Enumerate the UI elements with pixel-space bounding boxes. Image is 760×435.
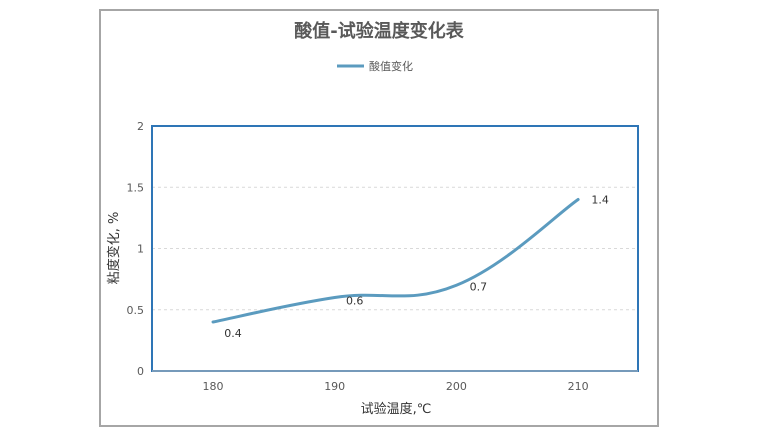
series-line — [211, 198, 580, 324]
y-tick-label: 1 — [137, 243, 144, 256]
data-label: 1.4 — [591, 194, 609, 207]
gridlines — [152, 186, 638, 311]
y-tick-label: 0 — [137, 365, 144, 378]
data-label: 0.4 — [224, 327, 242, 340]
data-label: 0.7 — [470, 280, 488, 293]
y-axis-ticks: 0 0.5 1 1.5 2 — [127, 120, 145, 378]
y-tick-label: 1.5 — [127, 181, 145, 194]
x-tick-label: 180 — [203, 380, 224, 393]
legend-label: 酸值变化 — [369, 59, 413, 73]
chart-title: 酸值-试验温度变化表 — [294, 20, 464, 42]
y-tick-label: 2 — [137, 120, 144, 133]
x-axis-title: 试验温度,℃ — [361, 401, 432, 417]
x-tick-label: 190 — [324, 380, 345, 393]
data-label: 0.6 — [346, 295, 364, 308]
chart-frame — [99, 9, 659, 427]
x-tick-label: 200 — [446, 380, 467, 393]
y-axis-title: 粘度变化, % — [106, 212, 122, 285]
legend: 酸值变化 — [337, 59, 413, 73]
y-tick-label: 0.5 — [127, 304, 145, 317]
data-labels: 0.4 0.6 0.7 1.4 — [224, 194, 609, 341]
x-tick-label: 210 — [568, 380, 589, 393]
x-axis-ticks: 180 190 200 210 — [203, 380, 589, 393]
